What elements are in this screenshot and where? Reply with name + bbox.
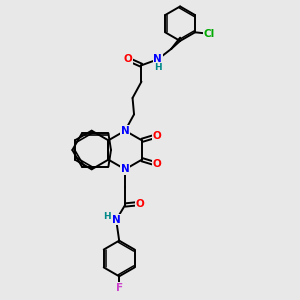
Text: O: O — [152, 131, 161, 141]
Text: N: N — [121, 164, 130, 174]
Text: N: N — [112, 215, 121, 225]
Text: O: O — [124, 54, 133, 64]
Text: O: O — [136, 199, 144, 208]
Text: Cl: Cl — [204, 29, 215, 39]
Text: N: N — [153, 54, 162, 64]
Text: H: H — [154, 63, 162, 72]
Text: O: O — [152, 159, 161, 169]
Text: F: F — [116, 283, 123, 292]
Text: H: H — [103, 212, 111, 221]
Text: N: N — [121, 126, 130, 136]
